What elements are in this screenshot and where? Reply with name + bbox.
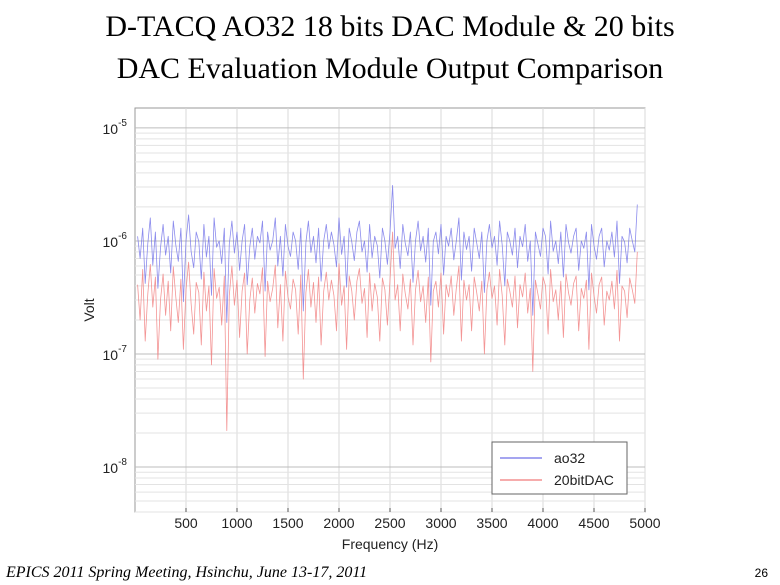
- x-tick-label: 2000: [323, 515, 354, 531]
- axes: 500 1000 1500 2000 2500 3000 3500 4000 4500 5000 1…: [81, 118, 661, 552]
- series-line-ao32: [137, 184, 638, 323]
- x-tick-label: 1000: [221, 515, 252, 531]
- legend-label: 20bitDAC: [554, 472, 614, 488]
- x-tick-label: 5000: [629, 515, 660, 531]
- legend-label: ao32: [554, 450, 585, 466]
- slide-title-line-1: D-TACQ AO32 18 bits DAC Module & 20 bits: [105, 10, 675, 43]
- x-tick-label: 3000: [425, 515, 456, 531]
- page-number: 26: [754, 566, 768, 580]
- y-tick-label: 10-7: [103, 344, 128, 363]
- x-tick-label: 4000: [527, 515, 558, 531]
- legend: ao32 20bitDAC: [491, 441, 628, 495]
- footer-text: EPICS 2011 Spring Meeting, Hsinchu, June…: [6, 564, 368, 581]
- x-tick-label: 1500: [272, 515, 303, 531]
- y-tick-label: 10-5: [103, 118, 128, 137]
- series-line-20bitdac: [137, 231, 638, 432]
- y-tick-label: 10-6: [103, 231, 128, 250]
- x-tick-label: 3500: [476, 515, 507, 531]
- slide-title-line-2: DAC Evaluation Module Output Comparison: [116, 52, 664, 85]
- x-tick-label: 500: [174, 515, 198, 531]
- x-axis-label: Frequency (Hz): [342, 536, 438, 552]
- slide-title: D-TACQ AO32 18 bits DAC Module & 20 bits…: [0, 6, 780, 90]
- legend-box: [491, 441, 628, 495]
- y-tick-label: 10-8: [103, 457, 128, 476]
- series-layer: [137, 184, 638, 432]
- x-tick-label: 2500: [374, 515, 405, 531]
- y-axis-label: Volt: [81, 298, 97, 321]
- x-tick-label: 4500: [578, 515, 609, 531]
